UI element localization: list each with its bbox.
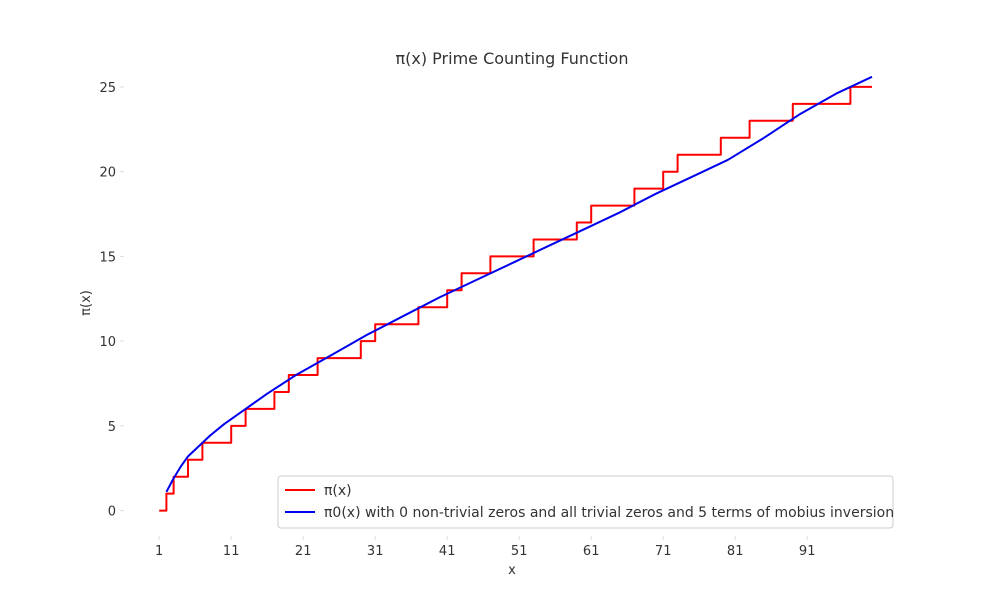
x-tick-label: 91 (799, 544, 816, 559)
legend-label-prime-counting: π(x) (324, 483, 352, 499)
y-tick-label: 15 (99, 250, 116, 265)
x-tick-label: 81 (727, 544, 744, 559)
x-axis-label: x (508, 563, 516, 578)
x-tick-label: 61 (583, 544, 600, 559)
x-tick-label: 11 (223, 544, 240, 559)
y-axis-label: π(x) (79, 290, 94, 316)
x-axis-ticks: 1 11 21 31 41 51 61 71 81 91 (155, 536, 815, 559)
x-tick-label: 41 (439, 544, 456, 559)
y-tick-label: 0 (108, 505, 116, 520)
legend: π(x) π0(x) with 0 non-trivial zeros and … (277, 475, 894, 529)
x-tick-label: 71 (655, 544, 672, 559)
x-tick-label: 31 (367, 544, 384, 559)
x-tick-label: 51 (511, 544, 528, 559)
y-tick-label: 25 (99, 81, 116, 96)
y-tick-label: 10 (99, 335, 116, 350)
legend-label-approximation: π0(x) with 0 non-trivial zeros and all t… (324, 505, 894, 521)
series-line-approximation (165, 75, 873, 493)
y-axis-ticks: 0 5 10 15 20 25 (99, 81, 124, 520)
x-tick-label: 1 (155, 544, 163, 559)
y-tick-label: 20 (99, 166, 116, 181)
legend-frame (277, 475, 894, 529)
plot-area (159, 75, 873, 512)
chart-title: π(x) Prime Counting Function (396, 49, 629, 68)
series-line-prime-counting (159, 85, 872, 512)
x-tick-label: 21 (295, 544, 312, 559)
y-tick-label: 5 (108, 420, 116, 435)
